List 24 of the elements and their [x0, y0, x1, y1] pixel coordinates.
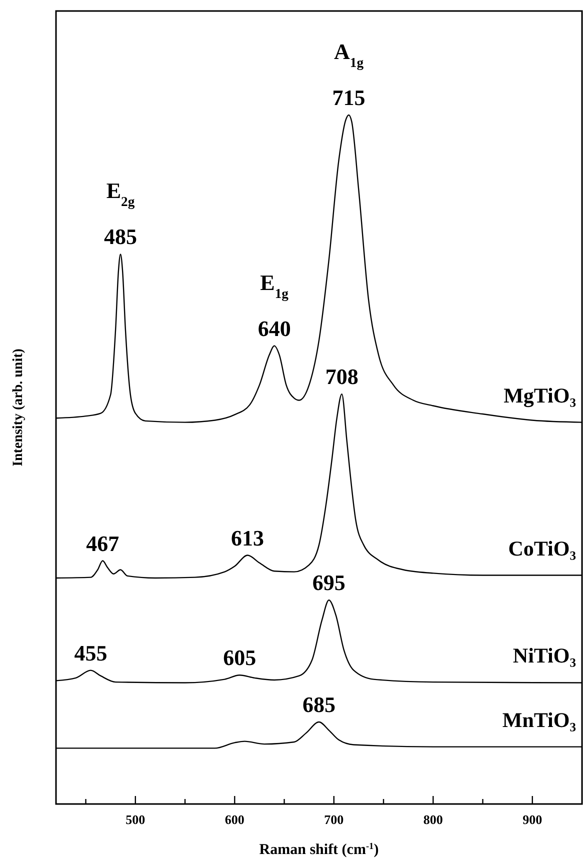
x-tick-label: 800	[423, 812, 443, 827]
annotation: 455	[74, 640, 108, 666]
annotation: 485	[104, 224, 138, 250]
annotation: E$_{2g}$	[106, 178, 135, 209]
annotation: 605	[223, 645, 256, 670]
x-tick-label: 900	[522, 812, 542, 827]
x-tick-label: 500	[126, 812, 146, 827]
annotation: 715	[332, 85, 366, 110]
annotation: 613	[231, 525, 264, 550]
annotation: 640	[258, 316, 291, 341]
annotation: 685	[302, 692, 336, 718]
series-label: MgTiO₃	[504, 383, 576, 408]
annotation: 695	[312, 570, 346, 596]
x-tick-label: 700	[324, 812, 344, 827]
annotation: A$_{1g}$	[334, 39, 364, 70]
series-label: CoTiO₃	[508, 536, 576, 560]
x-axis-title: Raman shift (cm$^{-1}$)	[259, 842, 379, 858]
y-axis-title: Intensity (arb. unit)	[11, 348, 26, 466]
x-tick-label: 600	[224, 812, 244, 827]
annotation: 467	[86, 530, 120, 556]
annotation: E$_{1g}$	[260, 270, 289, 300]
series-label: NiTiO₃	[512, 644, 576, 668]
series-label: MnTiO₃	[502, 708, 576, 732]
annotation: 708	[325, 364, 358, 390]
